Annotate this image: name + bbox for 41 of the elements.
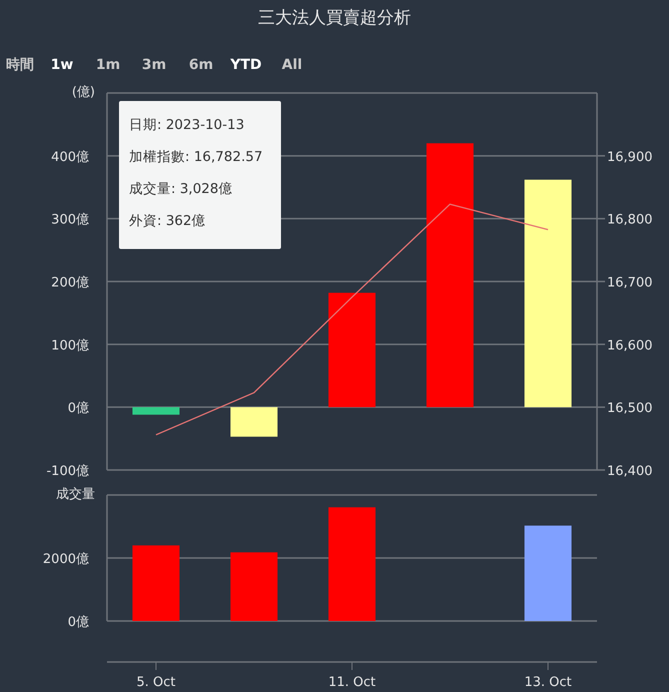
- y2-tick-label: 16,900: [607, 150, 652, 165]
- text: 3m: [142, 57, 166, 73]
- chart-title: 三大法人買賣超分析: [258, 8, 411, 28]
- bar: [328, 292, 376, 408]
- y2-tick-label: 16,700: [607, 276, 652, 290]
- y-axis-title: (億): [72, 85, 95, 100]
- bar: [132, 407, 180, 415]
- bar: [328, 507, 376, 621]
- text: 6m: [188, 57, 214, 73]
- y-tick-label: 100億: [51, 338, 89, 354]
- x-tick-label: 11. Oct: [328, 675, 376, 690]
- annotation: 日期: 2023-10-13: [129, 117, 244, 133]
- line-series: [155, 204, 549, 436]
- y-tick-label: 300億: [51, 212, 89, 228]
- text: 1m: [96, 57, 120, 73]
- bar: [230, 552, 278, 621]
- y-tick-label: 200億: [51, 276, 89, 290]
- y2-tick-label: 16,600: [607, 338, 652, 354]
- bar: [426, 143, 474, 408]
- text: YTD: [229, 57, 262, 73]
- y2-tick-label: 16,400: [607, 464, 652, 479]
- bar: [524, 180, 572, 408]
- y-tick-label: 2000億: [42, 552, 89, 567]
- y2-tick-label: 16,500: [607, 401, 652, 416]
- x-tick-label: 5. Oct: [136, 675, 176, 690]
- text: 1w: [50, 57, 74, 73]
- y2-tick-label: 16,800: [607, 212, 652, 228]
- text: All: [282, 57, 302, 73]
- annotation: 外資: 362億: [129, 213, 206, 229]
- bar: [524, 526, 572, 621]
- text: 時間: [6, 57, 34, 73]
- y-tick-label: 400億: [51, 150, 89, 165]
- bar: [132, 545, 180, 621]
- y-axis-title: 成交量: [56, 486, 95, 502]
- y-tick-label: 0億: [68, 615, 89, 630]
- annotation: 加權指數: 16,782.57: [129, 149, 263, 165]
- y-tick-label: 0億: [68, 401, 89, 416]
- x-tick-label: 13. Oct: [524, 675, 572, 690]
- y-tick-label: -100億: [46, 464, 89, 479]
- annotation: 成交量: 3,028億: [129, 181, 232, 197]
- bar: [230, 407, 278, 437]
